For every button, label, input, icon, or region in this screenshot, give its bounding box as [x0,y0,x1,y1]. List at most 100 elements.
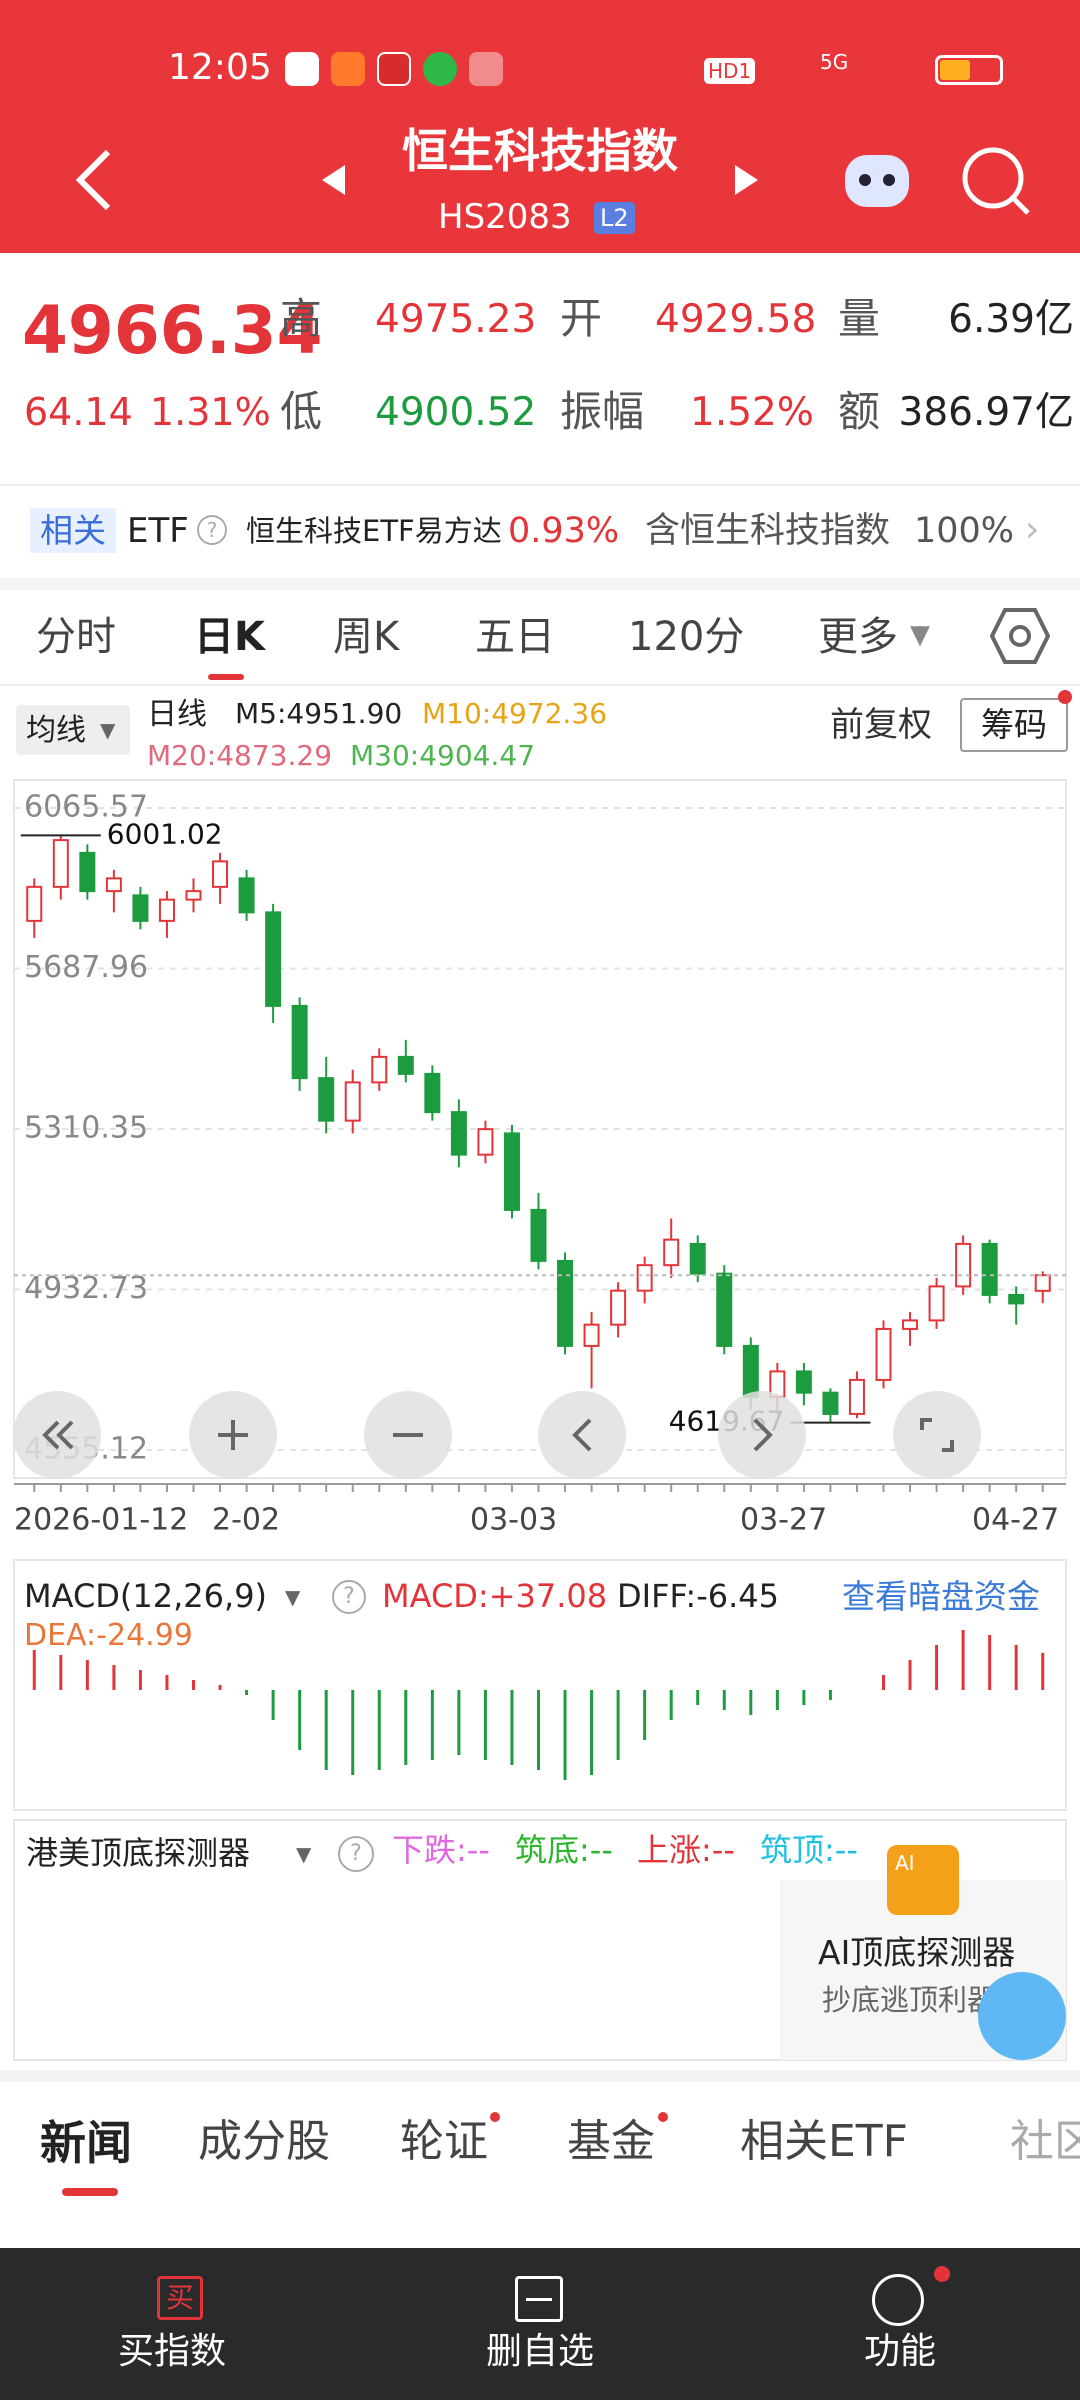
macd-title[interactable]: MACD(12,26,9) [24,1577,268,1615]
candle-body [902,1319,919,1330]
nav-label[interactable]: 买指数 [118,2331,227,2372]
nav-label[interactable]: 功能 [864,2331,937,2372]
nav-label[interactable]: 删自选 [486,2331,595,2372]
y-tick-label: 6065.57 [24,790,148,825]
candle-body [557,1259,574,1347]
candle-body [795,1370,812,1394]
open: 4929.58 [655,297,817,342]
candle-body [981,1242,998,1296]
dot [658,2112,668,2122]
dot [934,2266,950,2282]
label: 开 [560,294,603,343]
buy-icon[interactable]: 买 [157,2276,203,2320]
x-tick-label: 04-27 [972,1503,1059,1538]
tab[interactable]: 五日 [475,614,555,660]
change: 64.14 [24,390,133,434]
next[interactable] [735,165,758,195]
dark-pool-link[interactable]: 查看暗盘资金 [842,1577,1040,1616]
candle-body [663,1238,680,1267]
etf-tag: 相关 [30,508,116,553]
chart-controls [13,1391,981,1479]
candle-body [132,894,149,922]
tab[interactable]: 分时 [36,614,116,660]
tab[interactable]: 120分 [628,614,745,660]
candle-body [344,1081,361,1122]
news-tab[interactable]: 相关ETF [740,2116,908,2167]
annotation: 6001.02 [107,817,223,850]
candle-body [291,1004,308,1080]
robot[interactable] [845,155,909,207]
right-button[interactable] [718,1391,806,1479]
chips-button[interactable]: 筹码 [960,698,1068,752]
etf-label: ETF [127,511,189,551]
macd-value: MACD:+37.08 [382,1577,608,1615]
label: 量 [838,294,881,343]
header-icons [75,147,1030,215]
candle-body [530,1208,547,1262]
header [0,0,1080,253]
news-tab[interactable]: 基金 [567,2116,655,2167]
fall: 下跌:-- [392,1831,490,1869]
info-icon[interactable]: ? [338,1836,374,1872]
chevron[interactable]: › [1025,509,1040,550]
divider [0,484,1080,486]
tab-active[interactable]: 日K [194,614,265,660]
amount: 386.97亿 [898,390,1074,435]
low: 4900.52 [375,390,537,435]
candle-body [1034,1274,1051,1292]
time: 12:05 [168,47,272,88]
diff-value: DIFF:-6.45 [617,1577,779,1615]
ma-label[interactable]: 均线 [26,713,86,748]
settings-icon[interactable] [990,606,1050,666]
fullscreen-button[interactable] [893,1391,981,1479]
prev[interactable] [322,165,345,195]
candle-body [105,877,122,893]
bulb-button[interactable] [978,1972,1066,2060]
etf-change: 0.93% [508,511,620,551]
label: 振幅 [560,387,645,436]
battery [935,55,1003,85]
ma5: M5:4951.90 [235,697,403,730]
menu-icon[interactable] [872,2274,924,2326]
gap [0,2070,1080,2082]
x-tick-label: 03-03 [470,1503,557,1538]
etf-name[interactable]: 恒生科技ETF易方达 [246,514,502,548]
news-tab[interactable]: 轮证 [400,2116,488,2167]
tab[interactable]: 周K [333,614,400,660]
search[interactable] [962,147,1024,209]
news-tab[interactable]: 成分股 [198,2116,330,2167]
high: 4975.23 [375,297,537,342]
left-button[interactable] [538,1391,626,1479]
info-icon[interactable]: ? [197,515,227,545]
remove-icon[interactable] [515,2276,563,2322]
news-tab[interactable]: 社区 [1010,2116,1080,2167]
divider [0,684,1080,686]
detector-title[interactable]: 港美顶底探测器 [26,1834,251,1872]
candle-body [265,911,282,1007]
dea-value: DEA:-24.99 [24,1618,193,1653]
price: 4966.34 [22,292,323,369]
candle-body [875,1327,892,1381]
candle-body [716,1272,733,1347]
candle-body [610,1289,627,1326]
dot [1058,690,1072,704]
info-icon[interactable]: ? [332,1580,366,1614]
candle-body [212,860,229,888]
candle-body [1008,1293,1025,1305]
candle-body [848,1378,865,1415]
adjust[interactable]: 前复权 [830,705,932,745]
ai-icon[interactable]: AI [887,1845,959,1915]
ma-selector[interactable] [16,705,130,755]
title: 恒生科技指数 [402,124,678,178]
dot [490,2112,500,2122]
ai-title[interactable]: AI顶底探测器 [818,1933,1016,1972]
news-tab-active[interactable]: 新闻 [40,2116,132,2170]
candle-body [26,885,43,922]
candle-body [318,1077,335,1122]
x-tick-label: 2-02 [212,1503,280,1538]
x-tick-label: 03-27 [740,1503,827,1538]
back[interactable] [75,149,111,211]
rise: 上涨:-- [637,1831,735,1869]
ai-subtitle: 抄底逃顶利器 [822,1983,997,2017]
tab[interactable]: 更多 [818,614,898,660]
